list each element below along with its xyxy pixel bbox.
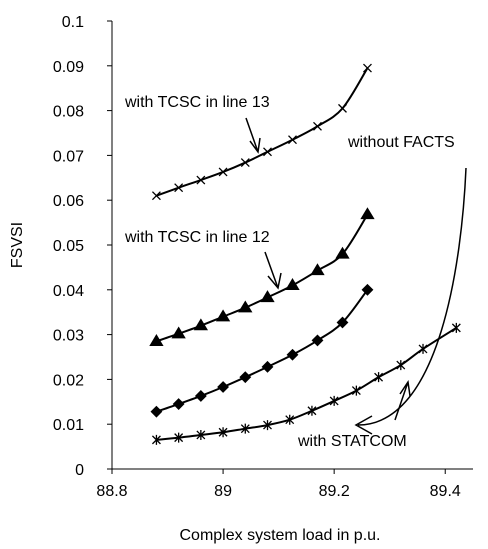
y-tick-label: 0.06 xyxy=(53,193,84,210)
marker xyxy=(418,343,428,354)
x-tick-label: 89.4 xyxy=(430,483,461,500)
marker xyxy=(150,405,163,418)
marker xyxy=(215,309,231,322)
marker xyxy=(374,372,384,383)
marker xyxy=(174,183,184,193)
marker xyxy=(263,147,272,157)
x-tick-label: 88.8 xyxy=(96,483,127,500)
marker xyxy=(239,371,252,384)
annotation: without FACTS xyxy=(347,134,455,151)
marker xyxy=(261,360,274,373)
marker xyxy=(307,405,317,416)
marker xyxy=(336,316,349,329)
marker xyxy=(196,175,206,185)
series-line xyxy=(156,289,369,413)
marker xyxy=(285,414,295,425)
x-axis-title: Complex system load in p.u. xyxy=(180,527,381,544)
marker xyxy=(363,63,372,73)
x-tick-label: 89 xyxy=(214,483,232,500)
marker xyxy=(288,135,297,145)
series-line xyxy=(156,67,369,197)
marker xyxy=(218,167,228,177)
y-tick-label: 0.02 xyxy=(53,372,84,389)
marker xyxy=(360,207,375,220)
series-line xyxy=(156,214,369,343)
x-tick-label: 89.2 xyxy=(319,483,350,500)
annotation: with TCSC in line 12 xyxy=(124,229,270,246)
y-tick-label: 0.01 xyxy=(53,417,84,434)
marker xyxy=(194,390,207,402)
marker xyxy=(329,395,339,406)
arrow xyxy=(245,117,261,154)
y-tick-label: 0.03 xyxy=(53,328,84,345)
marker xyxy=(396,360,406,371)
y-tick-label: 0 xyxy=(75,462,84,479)
marker xyxy=(451,322,461,333)
marker xyxy=(149,334,164,346)
marker xyxy=(151,434,161,445)
marker xyxy=(171,326,186,339)
series-line xyxy=(156,327,457,441)
marker xyxy=(338,103,347,113)
y-axis-title: FSVSI xyxy=(9,222,26,268)
y-tick-label: 0.08 xyxy=(53,104,84,121)
marker xyxy=(285,278,300,290)
arrow xyxy=(354,167,467,435)
marker xyxy=(335,246,350,259)
marker xyxy=(172,398,185,410)
marker xyxy=(311,334,324,347)
marker xyxy=(238,300,253,313)
marker xyxy=(218,427,228,438)
y-tick-label: 0.05 xyxy=(53,238,84,255)
arrow xyxy=(394,379,411,421)
marker xyxy=(240,423,250,434)
marker xyxy=(240,158,250,168)
marker xyxy=(193,318,209,331)
marker xyxy=(313,121,322,131)
marker xyxy=(151,191,161,201)
annotation: with TCSC in line 13 xyxy=(124,94,270,111)
y-tick-label: 0.09 xyxy=(53,59,84,76)
y-tick-label: 0.07 xyxy=(53,148,84,165)
arrows xyxy=(245,117,467,435)
marker xyxy=(263,420,272,431)
marker xyxy=(351,385,361,396)
marker xyxy=(361,283,374,296)
marker xyxy=(217,381,229,393)
marker xyxy=(260,290,275,303)
y-tick-label: 0.04 xyxy=(53,283,84,300)
y-tick-label: 0.1 xyxy=(62,14,84,31)
marker xyxy=(174,432,184,443)
marker xyxy=(310,263,325,276)
marker xyxy=(196,429,206,440)
annotation: with STATCOM xyxy=(297,433,407,450)
arrow xyxy=(264,251,282,290)
marker xyxy=(286,348,299,361)
